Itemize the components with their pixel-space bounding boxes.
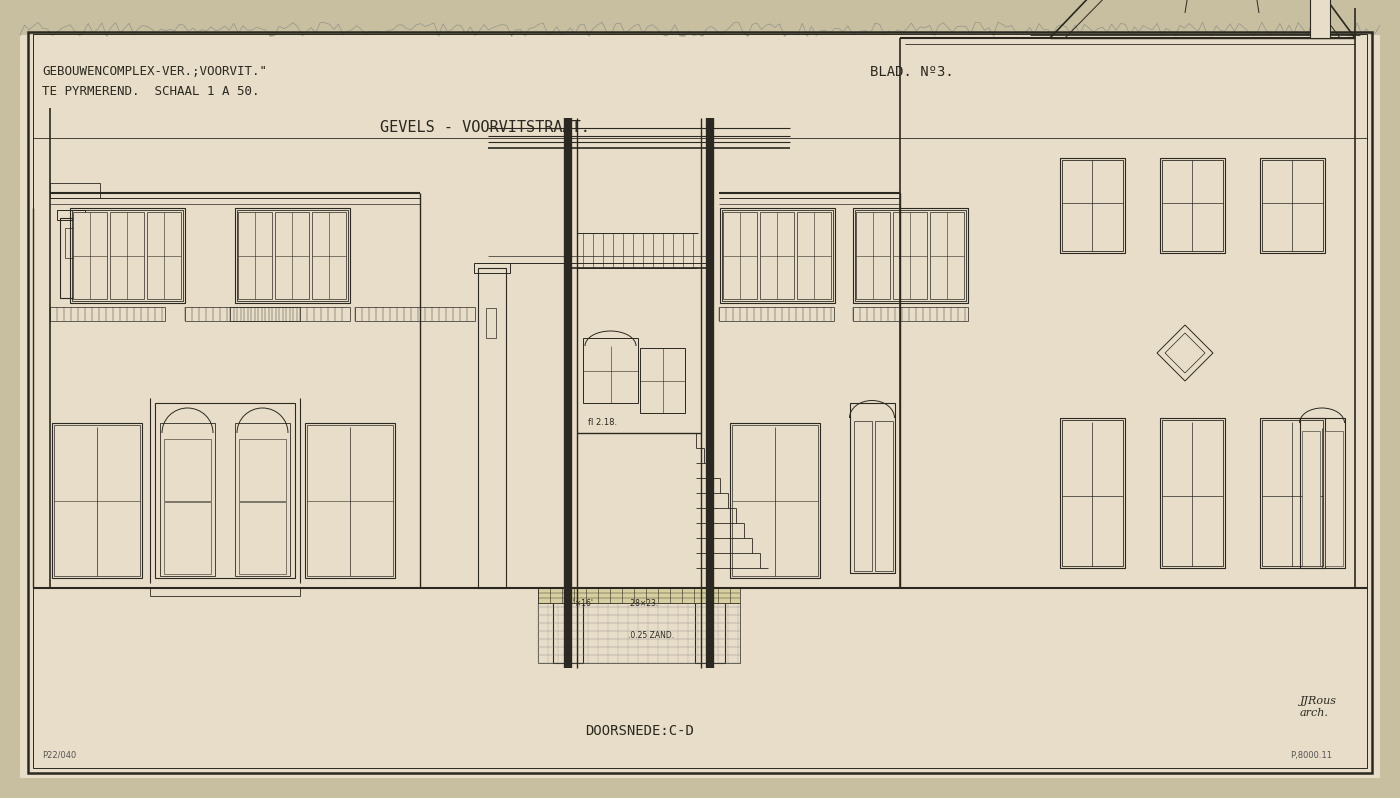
Bar xyxy=(486,308,496,338)
Bar xyxy=(1162,420,1224,566)
Bar xyxy=(875,421,893,571)
Bar xyxy=(477,268,505,588)
Bar xyxy=(239,502,286,574)
Bar xyxy=(71,210,183,301)
Bar xyxy=(60,218,83,298)
Bar xyxy=(50,307,165,321)
Bar xyxy=(52,423,141,578)
Bar xyxy=(797,212,832,299)
Bar xyxy=(850,403,895,573)
Bar xyxy=(760,212,794,299)
Bar xyxy=(235,423,290,576)
Bar xyxy=(729,423,820,578)
Text: P22/040: P22/040 xyxy=(42,751,76,760)
Bar xyxy=(1063,420,1123,566)
Bar xyxy=(475,263,510,273)
Bar xyxy=(1162,160,1224,251)
Bar xyxy=(694,588,725,663)
Bar xyxy=(1161,158,1225,253)
Bar xyxy=(1060,158,1126,253)
Bar xyxy=(147,212,181,299)
Bar xyxy=(238,212,272,299)
Text: DOORSNEDE:C-D: DOORSNEDE:C-D xyxy=(585,724,694,738)
Bar xyxy=(853,208,967,303)
Bar xyxy=(1161,418,1225,568)
Bar xyxy=(55,425,140,576)
Bar xyxy=(1302,431,1320,566)
Bar xyxy=(305,423,395,578)
Bar xyxy=(853,307,967,321)
Bar xyxy=(164,439,211,501)
Bar xyxy=(538,603,741,663)
Bar xyxy=(722,212,757,299)
Bar xyxy=(720,307,834,321)
Bar xyxy=(64,228,76,258)
Bar xyxy=(239,439,286,501)
Bar xyxy=(930,212,965,299)
Bar xyxy=(160,423,216,576)
Bar xyxy=(274,212,309,299)
Bar xyxy=(164,502,211,574)
Bar xyxy=(50,183,99,198)
Text: TE PYRMEREND.  SCHAAL 1 A 50.: TE PYRMEREND. SCHAAL 1 A 50. xyxy=(42,85,259,98)
Bar xyxy=(1260,418,1324,568)
Text: GEVELS - VOORVITSTRAAT.: GEVELS - VOORVITSTRAAT. xyxy=(379,120,589,135)
Bar xyxy=(640,348,685,413)
Bar xyxy=(893,212,927,299)
Bar xyxy=(1324,431,1343,566)
Text: GEBOUWENCOMPLEX-VER.;VOORVIT.": GEBOUWENCOMPLEX-VER.;VOORVIT." xyxy=(42,65,267,78)
Text: JJRous
arch.: JJRous arch. xyxy=(1301,697,1337,718)
Bar xyxy=(356,307,475,321)
Bar xyxy=(1301,418,1345,568)
Text: BLAD. Nº3.: BLAD. Nº3. xyxy=(869,65,953,79)
Text: P,8000.11: P,8000.11 xyxy=(1289,751,1331,760)
Bar xyxy=(1063,160,1123,251)
Bar xyxy=(732,425,818,576)
Bar xyxy=(1060,418,1126,568)
Bar xyxy=(855,210,966,301)
Bar xyxy=(73,212,106,299)
Bar xyxy=(237,210,349,301)
Bar xyxy=(722,210,833,301)
Text: 56'×16': 56'×16' xyxy=(563,599,594,608)
Text: .28×23.: .28×23. xyxy=(629,599,658,608)
Bar xyxy=(230,307,350,321)
Text: .0.25 ZAND.: .0.25 ZAND. xyxy=(629,631,675,640)
Bar xyxy=(582,338,638,403)
Bar xyxy=(1260,158,1324,253)
Bar xyxy=(854,421,872,571)
Bar xyxy=(235,208,350,303)
Bar xyxy=(855,212,890,299)
Bar xyxy=(312,212,346,299)
Bar xyxy=(150,588,300,596)
Bar xyxy=(185,307,300,321)
Bar xyxy=(70,208,185,303)
Bar xyxy=(155,403,295,578)
Bar xyxy=(1310,0,1330,38)
Bar xyxy=(1261,160,1323,251)
Bar xyxy=(1261,420,1323,566)
Bar xyxy=(720,208,834,303)
Bar xyxy=(57,210,85,220)
Bar xyxy=(307,425,393,576)
Bar xyxy=(538,588,741,603)
Text: fl 2.18.: fl 2.18. xyxy=(588,418,617,427)
Bar xyxy=(111,212,144,299)
Bar xyxy=(553,588,582,663)
